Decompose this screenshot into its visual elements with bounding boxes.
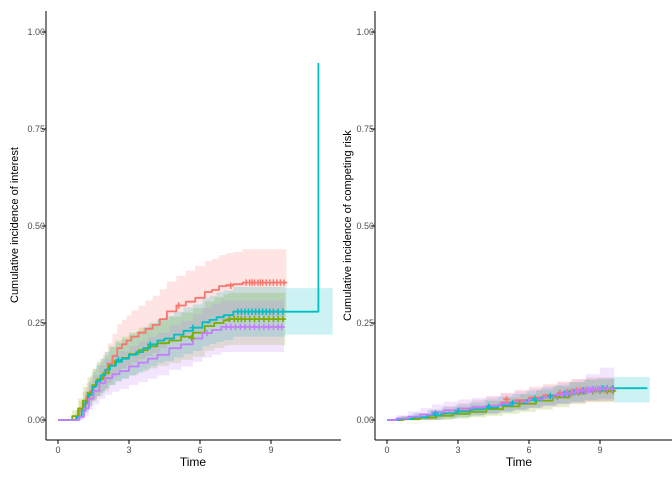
panel-0-series-layer <box>58 63 333 421</box>
panel-1-x-tick-label: 6 <box>526 445 532 455</box>
panel-1-y-tick-label: 1.00 <box>356 26 374 37</box>
panel-0-y-tick-label: 0.25 <box>27 317 45 328</box>
panel-1-x-tick-label: 9 <box>597 445 603 455</box>
panel-1-series-layer <box>387 362 650 421</box>
left-panel-x-axis-title: Time <box>179 455 207 469</box>
right-panel-x-axis-title: Time <box>505 455 533 469</box>
panel-0-x-tick-label: 9 <box>268 445 274 455</box>
panel-0-x-tick-label: 6 <box>197 445 203 455</box>
panel-1-y-tick-label: 0.50 <box>356 220 374 231</box>
panel-0-axes <box>42 11 341 444</box>
panel-1-x-tick-label: 0 <box>384 445 390 455</box>
panel-0-y-tick-label: 0.50 <box>27 220 45 231</box>
panel-0-y-tick-label: 0.75 <box>27 123 45 134</box>
panel-1-axes <box>371 11 672 444</box>
panel-1-y-tick-label: 0.75 <box>356 123 374 134</box>
panel-1-y-tick-label: 0.25 <box>356 317 374 328</box>
panel-1-y-tick-label: 0.00 <box>356 414 374 425</box>
panel-0-x-tick-label: 3 <box>126 445 132 455</box>
panel-0-y-tick-label: 0.00 <box>27 414 45 425</box>
panel-1-x-tick-label: 3 <box>455 445 461 455</box>
panel-0-y-tick-label: 1.00 <box>27 26 45 37</box>
panel-0-x-tick-label: 0 <box>55 445 61 455</box>
